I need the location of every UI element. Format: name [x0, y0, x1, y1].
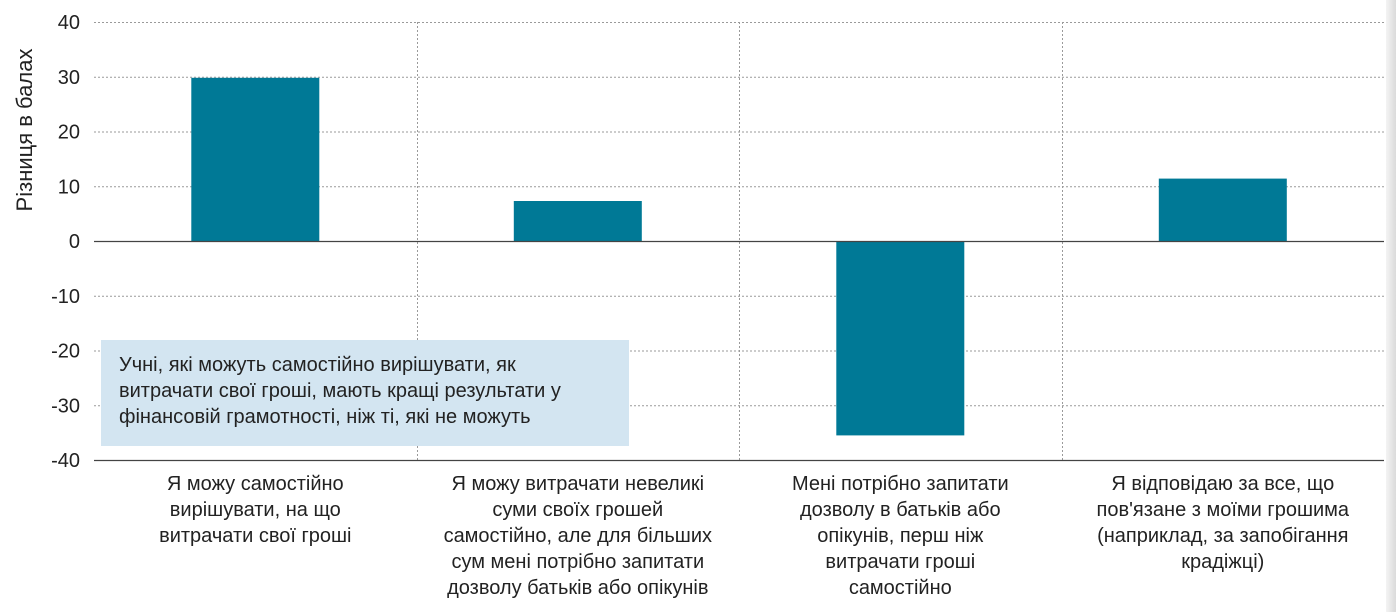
x-tick-label-line: сум мені потрібно запитати	[451, 551, 705, 573]
y-tick-label: 0	[69, 231, 80, 253]
grid-lines	[94, 22, 1384, 460]
axes	[94, 240, 1384, 462]
bars	[191, 77, 1287, 436]
y-tick-labels: 40 30 20 10 0 -10 -20 -30 -40	[51, 12, 80, 472]
x-tick-label-line: самостійно	[848, 577, 952, 599]
scrollbar-edge	[1386, 0, 1396, 612]
x-tick-label-line: вирішувати, на що	[169, 499, 341, 521]
annotation-line: Учні, які можуть самостійно вирішувати, …	[119, 354, 516, 376]
y-tick-label: -30	[51, 395, 80, 417]
x-tick-label-line: (наприклад, за запобігання	[1097, 525, 1349, 547]
x-tick-label-line: витрачати свої гроші	[159, 525, 352, 547]
x-tick-label-line: дозволу батьків або опікунів	[447, 577, 709, 599]
x-tick-label: Я можу самостійно вирішувати, на що витрач…	[105, 471, 405, 549]
y-tick-label: -40	[51, 450, 80, 472]
annotation-line: фінансовій грамотності, ніж ті, які не м…	[119, 406, 531, 428]
x-tick-label-line: Я відповідаю за все, що	[1111, 473, 1335, 495]
x-tick-label-line: суми своїх грошей	[492, 499, 664, 521]
x-tick-label-line: Я можу витрачати невеликі	[451, 473, 705, 495]
x-tick-label-line: витрачати гроші	[825, 551, 976, 573]
x-tick-label-line: опікунів, перш ніж	[817, 525, 984, 547]
x-tick-label: Я можу витрачати невеликі суми своїх грош…	[428, 471, 728, 601]
bar	[513, 201, 642, 241]
bar	[1158, 178, 1287, 241]
x-tick-label-line: дозволу в батьків або	[800, 499, 1001, 521]
x-tick-label: Мені потрібно запитати дозволу в батьків …	[750, 471, 1050, 601]
x-tick-label-line: Я можу самостійно	[166, 473, 344, 495]
annotation-box: Учні, які можуть самостійно вирішувати, …	[101, 340, 629, 446]
x-tick-label-line: пов'язане з моїми грошима	[1096, 499, 1350, 521]
annotation-line: витрачати свої гроші, мають кращі резуль…	[119, 380, 561, 402]
bar	[191, 77, 320, 241]
y-tick-label: 10	[58, 176, 80, 198]
bar	[836, 241, 965, 436]
y-tick-label: 20	[58, 122, 80, 144]
y-tick-label: 30	[58, 67, 80, 89]
x-tick-label-line: самостійно, але для більших	[443, 525, 713, 547]
y-tick-label: -20	[51, 341, 80, 363]
y-tick-label: -10	[51, 286, 80, 308]
y-tick-label: 40	[58, 12, 80, 34]
y-axis-label: Різниця в балах	[12, 49, 37, 212]
x-tick-label-line: крадіжці)	[1181, 551, 1265, 573]
x-tick-label: Я відповідаю за все, що пов'язане з моїми…	[1073, 471, 1373, 575]
x-tick-label-line: Мені потрібно запитати	[791, 473, 1009, 495]
